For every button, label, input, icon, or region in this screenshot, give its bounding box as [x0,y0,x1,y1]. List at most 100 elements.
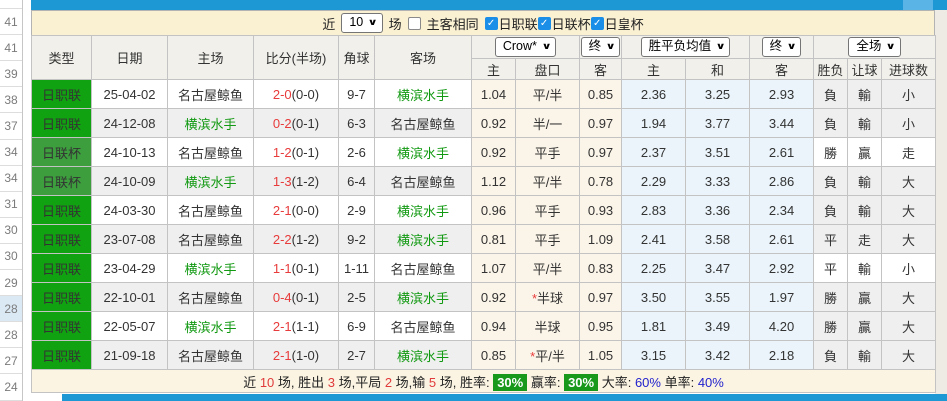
league-checkbox[interactable]: ✓ [590,16,604,30]
goals-outcome: 大 [881,166,937,196]
avg-draw: 3.77 [685,108,751,138]
rate-badge: 30% [564,373,599,391]
stats-text: 场,输 [392,374,429,390]
col-header-score: 比分(半场) [253,35,339,80]
left-strip-number: 28 [0,322,22,349]
handicap-line: 半球 [514,311,581,341]
match-date: 24-12-08 [91,108,168,138]
score-halftime: 0-2(0-1) [253,108,339,138]
match-row: 日职联 22-10-01 名古屋鲸鱼 0-4(0-1) 2-5 横滨水手 0.92 *半球 0.… [31,282,937,312]
competition-type-badge: 日职联 [31,311,92,341]
handicap-line: 平/半 [514,166,581,196]
odds-away: 0.93 [579,195,623,225]
match-date: 24-10-13 [91,137,168,167]
bookmaker-select[interactable]: Crow* ∨ [494,37,557,57]
avg-away: 1.97 [749,282,815,312]
col-header-odds-line: 盘口 [514,58,581,80]
handicap-outcome: 贏 [847,137,883,167]
stats-text: 近 [243,374,260,390]
odds-home: 0.94 [471,311,516,341]
result-outcome: 負 [813,195,849,225]
near-label: 近 [322,16,336,32]
goals-outcome: 大 [881,195,937,225]
left-strip-number: 43 [0,0,22,10]
match-date: 23-04-29 [91,253,168,283]
match-history-panel: 近 10 ∨ 场 主客相同 ✓ 日职联 ✓ 日联杯 ✓ 日皇杯 类型 日期 主场 比分(半场… [30,10,947,401]
league-filter: ✓ 日皇杯 [590,14,644,33]
handicap-line: *平/半 [514,340,581,370]
result-outcome: 平 [813,224,849,254]
competition-type-badge: 日职联 [31,340,92,370]
chevron-down-icon: ∨ [367,17,379,27]
match-row: 日职联 21-09-18 名古屋鲸鱼 2-1(1-0) 2-7 横滨水手 0.85 *平/半 1… [31,340,937,370]
odds-time-select[interactable]: 终 ∨ [580,37,621,57]
odds-home: 0.81 [471,224,516,254]
col-header-handicap: 让球 [847,58,883,80]
handicap-outcome: 走 [847,224,883,254]
scope-select[interactable]: 全场 ∨ [848,37,901,57]
handicap-outcome: 輸 [847,253,883,283]
league-checkbox[interactable]: ✓ [484,16,498,30]
away-team: 横滨水手 [374,224,472,254]
competition-type-badge: 日职联 [31,195,92,225]
competition-type-badge: 日职联 [31,282,92,312]
col-header-avg-draw: 和 [685,58,751,80]
away-team: 横滨水手 [374,195,472,225]
matches-count-select[interactable]: 10 ∨ [341,13,383,33]
away-team: 名古屋鲸鱼 [374,166,472,196]
avg-draw: 3.49 [685,311,751,341]
away-team: 横滨水手 [374,282,472,312]
score-halftime: 1-2(0-1) [253,137,339,167]
league-filter: ✓ 日职联 [484,14,538,33]
chevron-down-icon: ∨ [541,41,552,51]
odds-away: 1.09 [579,224,623,254]
stats-text: 2 [384,374,393,390]
stats-text: 3 [327,374,335,390]
avg-time-select[interactable]: 终 ∨ [761,37,802,57]
left-strip-number: 31 [0,191,22,218]
score-halftime: 2-0(0-0) [253,79,339,109]
col-header-corner: 角球 [338,35,375,80]
stats-text: 赢率: [527,374,565,390]
odds-away: 0.83 [579,253,623,283]
avg-draw: 3.33 [685,166,751,196]
avg-away: 2.86 [749,166,815,196]
match-row: 日联杯 24-10-09 横滨水手 1-3(1-2) 6-4 名古屋鲸鱼 1.12 平/半 0.… [31,166,937,196]
match-history-table: 类型 日期 主场 比分(半场) 角球 客场 Crow* ∨ 终 ∨ 胜平负均值 ∨ [30,35,937,393]
away-team: 名古屋鲸鱼 [374,108,472,138]
avg-home: 2.37 [621,137,687,167]
same-venue-checkbox[interactable] [407,16,421,30]
match-date: 22-05-07 [91,311,168,341]
odds-home: 0.92 [471,282,516,312]
avg-home: 3.50 [621,282,687,312]
corner-count: 9-2 [338,224,375,254]
col-header-avg-home: 主 [621,58,687,80]
handicap-line: 平手 [514,137,581,167]
rate-badge: 30% [493,373,528,391]
avg-away: 2.93 [749,79,815,109]
away-team: 名古屋鲸鱼 [374,311,472,341]
odds-away: 0.97 [579,108,623,138]
avg-draw: 3.25 [685,79,751,109]
stats-summary-row: 近 10 场, 胜出 3 场,平局 2 场,输 5 场, 胜率: 30% 赢率:… [30,369,937,393]
avg-metric-select[interactable]: 胜平负均值 ∨ [640,37,731,57]
goals-outcome: 大 [881,340,937,370]
home-team: 横滨水手 [167,166,254,196]
league-checkbox[interactable]: ✓ [537,16,551,30]
col-header-odds-away: 客 [579,58,623,80]
handicap-line: *半球 [514,282,581,312]
avg-home: 2.29 [621,166,687,196]
odds-away: 0.78 [579,166,623,196]
odds-away: 0.97 [579,282,623,312]
top-blue-bar [31,0,947,10]
league-label: 日职联 [498,16,538,32]
competition-type-badge: 日职联 [31,79,92,109]
home-team: 名古屋鲸鱼 [167,79,254,109]
away-team: 横滨水手 [374,340,472,370]
stats-text: 10 [259,374,275,390]
score-halftime: 1-3(1-2) [253,166,339,196]
odds-away: 0.97 [579,137,623,167]
stats-text: 40% [697,374,724,390]
scope-select-cell: 全场 ∨ [813,35,937,59]
